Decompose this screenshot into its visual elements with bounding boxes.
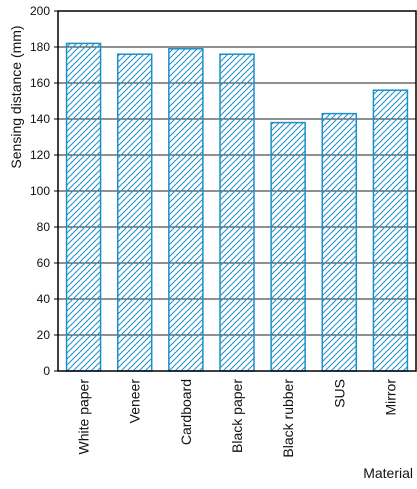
x-axis-label: Material [363,465,413,481]
y-tick-label: 60 [37,256,51,270]
bar [372,89,409,372]
bar [321,112,358,372]
x-tick-label: Veneer [127,379,143,424]
bar [168,48,204,372]
x-tick-label: Black rubber [280,379,296,458]
x-tick-label: SUS [331,379,347,408]
x-tick-labels: White paper Veneer Cardboard Black paper Bla… [76,379,399,458]
y-tick-label: 120 [30,148,50,162]
y-tick-label: 80 [37,220,51,234]
y-tick-label: 40 [37,292,51,306]
x-tick-label: Black paper [229,379,245,453]
y-tick-label: 180 [30,40,50,54]
y-tick-label: 200 [30,4,50,18]
y-tick-label: 0 [43,364,50,378]
y-tick-labels: 0 20 40 60 80 100 120 140 160 180 200 [30,4,58,378]
x-tick-label: Cardboard [178,379,194,445]
bar [116,53,153,372]
x-tick-label: White paper [76,379,92,455]
bar [65,42,102,372]
y-tick-label: 140 [30,112,50,126]
y-tick-label: 100 [30,184,50,198]
bars [65,42,409,372]
y-axis-label: Sensing distance (mm) [8,25,24,168]
y-tick-label: 20 [37,328,51,342]
bar [219,53,255,372]
bar [270,121,306,372]
x-tick-label: Mirror [382,379,398,416]
y-tick-label: 160 [30,76,50,90]
